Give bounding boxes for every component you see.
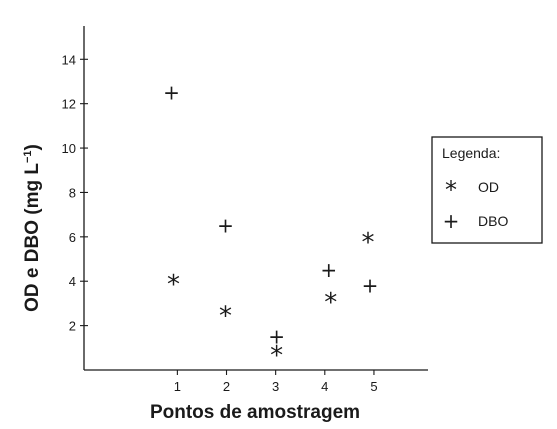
x-axis-ticks: 1 2 3 4 5 — [174, 370, 378, 394]
y-axis-label: OD e DBO (mg L−1) — [22, 144, 43, 312]
legend: Legenda: * OD + DBO — [431, 136, 543, 244]
y-tick-label: 8 — [69, 185, 76, 200]
data-point-od: * — [167, 270, 180, 300]
data-points: *****+++++ — [163, 81, 378, 372]
legend-title: Legenda: — [442, 145, 500, 161]
data-point-od: * — [270, 341, 283, 371]
legend-symbol-dbo: + — [443, 209, 460, 233]
data-point-dbo: + — [217, 214, 234, 238]
y-axis-ticks: 2 4 6 8 10 12 14 — [62, 52, 88, 334]
y-axis-label-close: ) — [22, 144, 43, 150]
y-axis-label-main: OD e DBO (mg L — [22, 163, 43, 312]
y-tick-label: 2 — [69, 319, 76, 334]
x-tick-label: 5 — [370, 379, 377, 394]
y-tick-label: 14 — [62, 52, 76, 67]
data-point-dbo: + — [163, 81, 180, 105]
legend-symbol-od: * — [445, 176, 457, 204]
y-tick-label: 12 — [62, 97, 76, 112]
y-tick-label: 4 — [69, 274, 76, 289]
data-point-od: * — [324, 288, 337, 318]
y-tick-label: 6 — [69, 230, 76, 245]
data-point-dbo: + — [268, 325, 285, 349]
x-tick-label: 4 — [321, 379, 328, 394]
legend-box — [431, 136, 543, 244]
data-point-od: * — [219, 301, 232, 331]
legend-label-dbo: DBO — [478, 213, 508, 229]
y-tick-label: 10 — [62, 141, 76, 156]
data-point-dbo: + — [362, 274, 379, 298]
x-tick-label: 3 — [272, 379, 279, 394]
axes — [83, 26, 428, 371]
data-point-od: * — [362, 228, 375, 258]
x-tick-label: 1 — [174, 379, 181, 394]
x-axis-label: Pontos de amostragem — [150, 402, 360, 423]
data-point-dbo: + — [320, 258, 337, 282]
y-axis-label-superscript: −1 — [22, 150, 34, 163]
legend-label-od: OD — [478, 179, 499, 195]
x-tick-label: 2 — [223, 379, 230, 394]
